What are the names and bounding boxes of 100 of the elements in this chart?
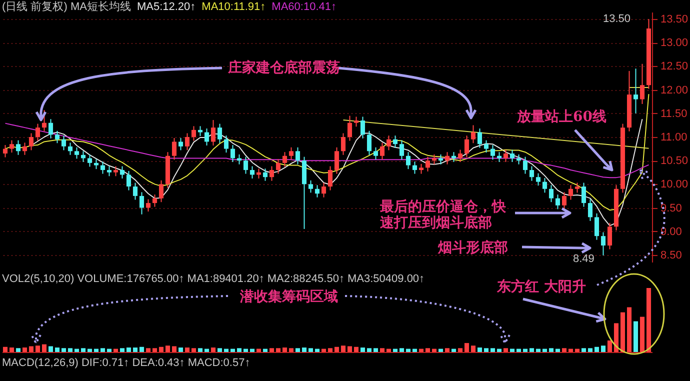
candlestick [288,146,294,160]
candlestick [464,135,470,158]
candlestick [510,149,515,162]
bar [16,348,21,352]
candlestick [94,158,99,170]
candlestick [412,161,418,174]
bar [503,348,508,352]
candlestick [210,120,216,146]
bar [588,348,593,352]
y-tick-label: 12.00 [660,84,688,96]
candlestick [574,182,580,194]
bar [620,312,626,352]
bar [542,348,548,352]
bar [184,348,190,352]
candlestick [269,166,274,182]
bar [22,348,28,352]
bar [633,321,638,352]
bar [412,348,418,352]
bar [366,348,372,352]
candlestick [444,152,450,165]
candlestick [354,116,359,128]
bar [354,346,359,352]
candlestick [22,142,28,156]
candlestick [262,168,268,182]
annotation: 放量站上60线 [517,109,606,125]
candlestick [314,184,320,198]
bar [516,348,522,352]
candlestick [529,166,534,182]
candlestick [74,146,80,160]
bar [425,348,430,352]
candlestick [224,135,229,154]
candlestick [139,192,144,215]
candlestick [16,140,21,156]
candlestick [607,222,612,250]
bar [432,348,437,352]
bar [594,346,600,352]
bar [444,348,450,352]
candlestick [536,172,541,186]
candlestick [406,152,411,170]
bar [646,288,652,352]
bar [87,348,92,352]
candlestick [282,152,288,168]
bar [574,348,580,352]
candlestick [35,123,40,142]
bar [236,348,242,352]
candlestick [28,132,34,151]
bar [392,348,398,352]
bar [438,348,444,352]
candlestick [68,142,73,156]
bar [191,348,196,352]
candlestick [48,118,54,139]
candlestick [120,166,125,180]
bar [640,316,645,352]
candlestick [191,126,196,142]
bar [458,348,463,352]
y-tick-label: 11.00 [660,132,688,144]
candlestick [132,182,138,200]
bar [529,348,534,352]
bar [80,348,86,352]
bar [340,346,346,352]
candlestick [600,232,606,256]
bar [282,348,288,352]
bar [334,346,340,352]
y-tick-label: 10.50 [660,155,688,168]
candlestick [340,132,346,156]
candlestick [243,156,248,174]
candlestick [184,132,190,151]
bar [477,348,482,352]
bar [328,348,333,352]
candlestick [432,154,437,165]
bar [132,348,138,352]
bar [308,348,314,352]
candlestick [308,180,314,194]
candlestick [302,156,307,230]
bar [276,348,281,352]
candlestick [484,140,489,154]
candlestick [516,154,522,165]
bar [178,348,184,352]
candlestick [522,156,528,174]
text: MACD(12,26,9) DIF:0.71↑ DEA:0.43↑ MACD:0.57↑ [2,357,250,370]
bar [120,348,125,352]
bar [42,344,47,352]
bar [373,348,378,352]
candlestick [106,166,112,177]
candlestick [633,68,638,114]
y-tick-label: 9.50 [660,202,682,214]
y-tick-label: 8.50 [660,249,682,262]
annotation: 烟斗形底部 [438,240,508,256]
candlestick [80,150,86,162]
text: MA60:10.41↑ [272,1,336,13]
bar [321,348,326,352]
bar [470,346,476,352]
bar [600,346,606,352]
candlestick [236,154,242,165]
bar [172,346,177,352]
candlestick [276,158,281,174]
candlestick [399,140,404,160]
bar [347,346,352,352]
bar [399,348,404,352]
bar [490,348,496,352]
